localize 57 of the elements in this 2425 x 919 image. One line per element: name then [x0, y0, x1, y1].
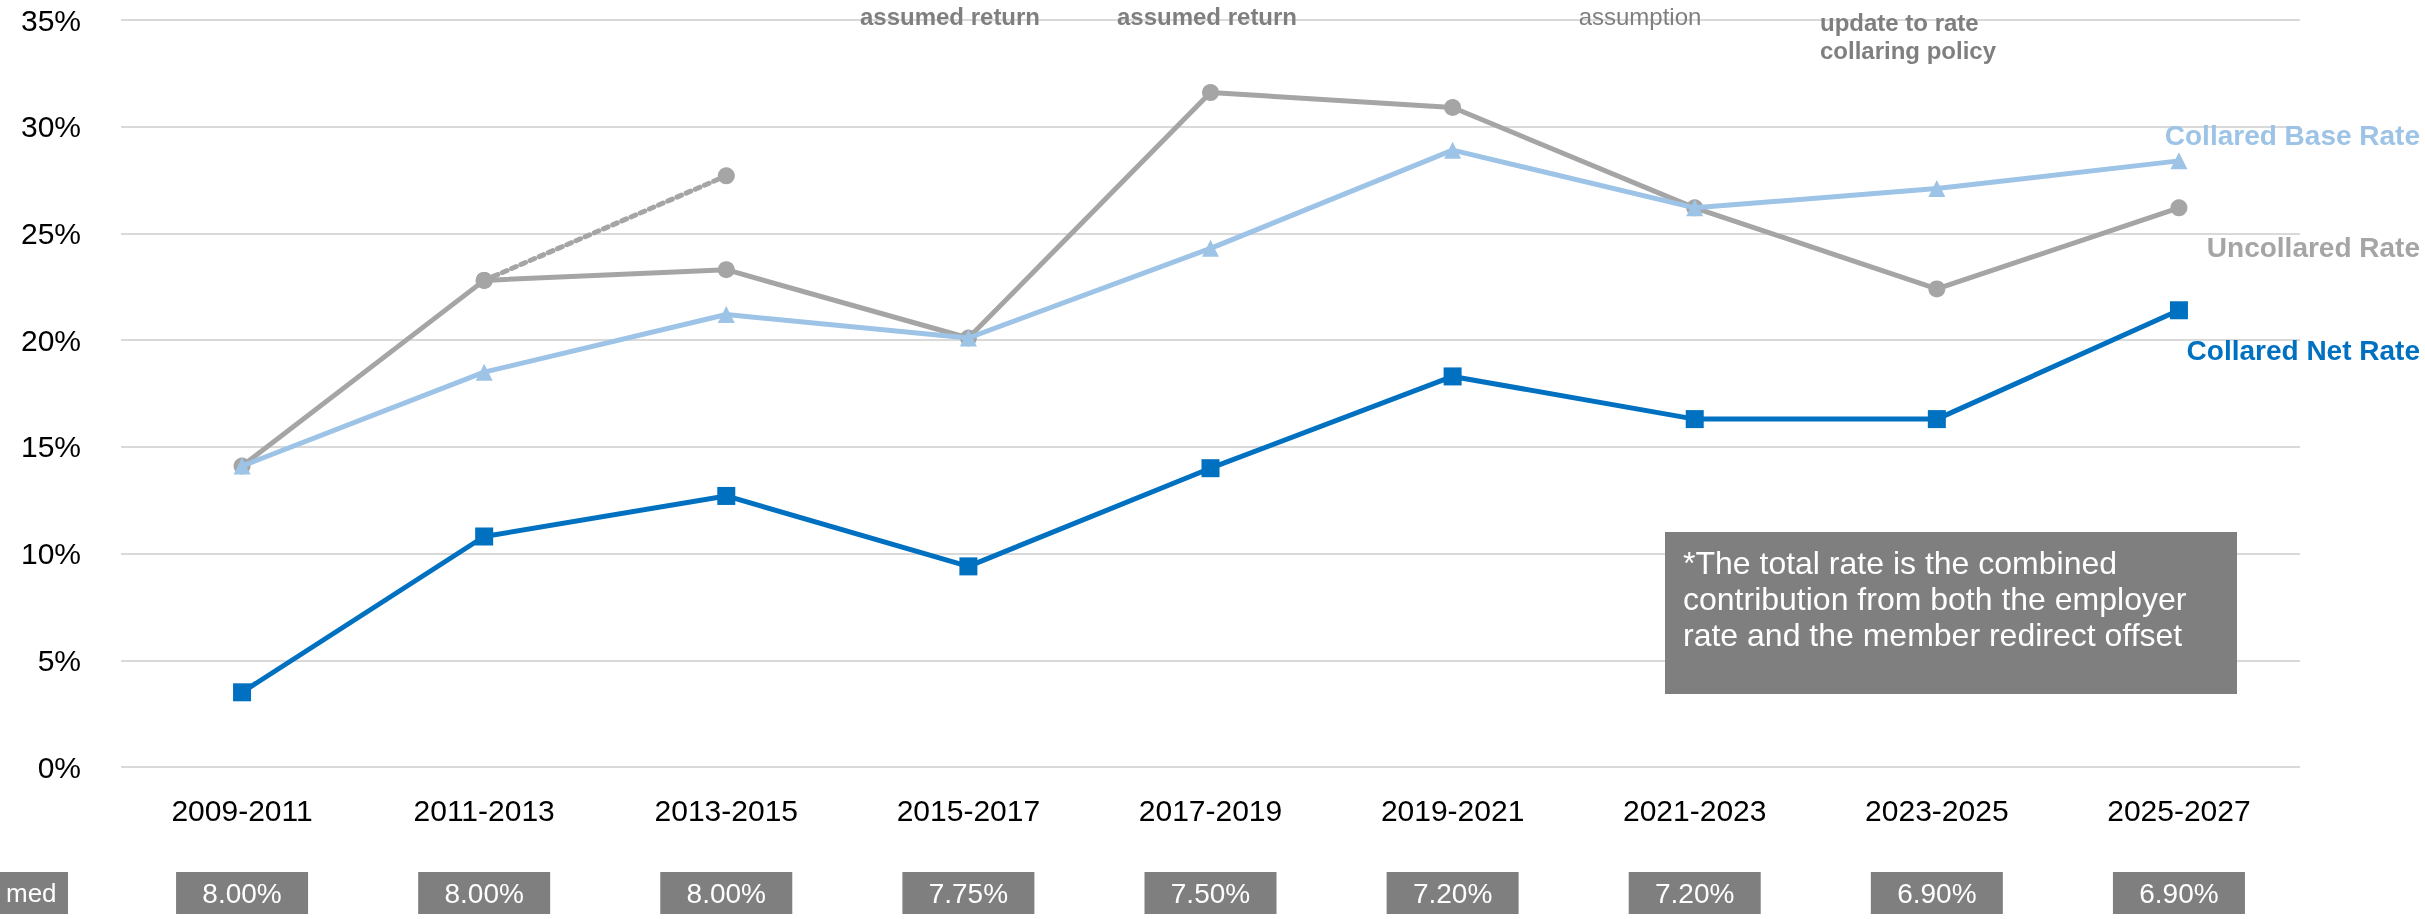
text: 7.20%	[1412, 877, 1493, 909]
point	[717, 261, 735, 279]
annotation: assumed return	[1116, 2, 1298, 30]
y-tick-label: 10%	[20, 537, 81, 571]
point	[1202, 84, 1219, 102]
point	[717, 486, 736, 505]
x-tick-label: 2013-2015	[654, 793, 799, 827]
point	[475, 271, 493, 289]
y-tick-label: 5%	[37, 643, 81, 677]
x-tick-label: 2009-2011	[171, 793, 313, 827]
annotation: assumption	[1578, 2, 1702, 30]
text: 6.90%	[2139, 877, 2219, 909]
series-label: Collared Base Rate	[2164, 120, 2420, 152]
point	[1444, 141, 1462, 159]
point	[475, 363, 493, 381]
series-label: Uncollared Rate	[2206, 232, 2420, 264]
point	[1928, 280, 1946, 298]
text: 8.00%	[444, 877, 524, 909]
x-tick-label: 2017-2019	[1138, 793, 1283, 827]
annotation: assumed return	[859, 2, 1041, 30]
y-tick-label: 15%	[20, 430, 81, 464]
point	[1201, 459, 1220, 478]
point	[2169, 301, 2188, 320]
x-tick-label: 2025-2027	[2107, 793, 2251, 827]
point	[1927, 410, 1946, 429]
y-tick-label: 35%	[20, 3, 81, 37]
point	[717, 306, 735, 324]
point	[717, 167, 735, 185]
text: 8.00%	[202, 877, 282, 909]
point	[1202, 239, 1219, 257]
annotation: *The total rate is the combined contribution from both the employer rate and the member redirect offset	[1683, 545, 2187, 653]
point	[233, 683, 252, 702]
point	[1928, 180, 1946, 198]
text: med	[6, 878, 57, 908]
x-tick-label: 2021-2023	[1622, 793, 1767, 827]
point	[1444, 99, 1462, 116]
y-tick-label: 0%	[37, 750, 81, 784]
text: 6.90%	[1897, 877, 1977, 909]
text: 7.75%	[928, 877, 1009, 909]
y-tick-label: 20%	[20, 323, 81, 357]
point	[959, 557, 978, 576]
y-tick-label: 30%	[20, 110, 81, 144]
x-tick-label: 2019-2021	[1380, 793, 1525, 827]
point	[1685, 410, 1704, 429]
point	[475, 527, 494, 546]
text: 7.20%	[1655, 877, 1735, 909]
x-tick-label: 2015-2017	[896, 793, 1041, 827]
annotation: update to rate collaring policy	[1820, 8, 1997, 64]
y-tick-label: 25%	[20, 216, 81, 250]
series-label: Collared Net Rate	[2186, 334, 2420, 366]
point	[2170, 199, 2188, 217]
text: 8.00%	[686, 877, 766, 909]
point	[1443, 367, 1462, 386]
x-tick-label: 2023-2025	[1865, 793, 2009, 827]
point	[2170, 152, 2188, 170]
x-tick-label: 2011-2013	[413, 793, 555, 827]
text: 7.50%	[1170, 877, 1251, 909]
